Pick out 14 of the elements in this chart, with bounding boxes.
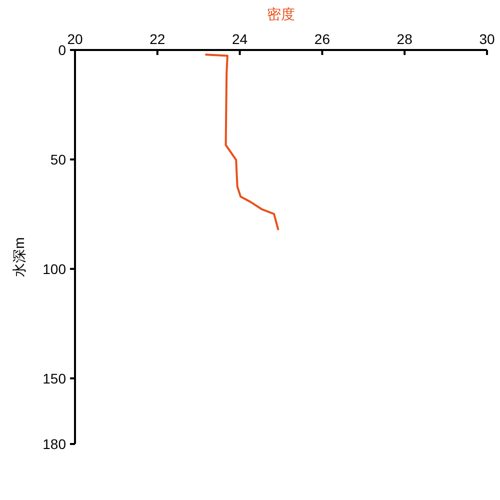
x-tick-label: 20: [67, 31, 83, 47]
y-tick-label: 50: [50, 151, 66, 168]
y-tick-label: 150: [42, 370, 66, 386]
x-tick-label: 22: [150, 31, 166, 47]
x-tick-label: 30: [479, 31, 495, 47]
line-series: [205, 54, 280, 230]
y-tick-label: 180: [42, 436, 66, 452]
x-tick-label: 28: [396, 31, 413, 47]
x-axis-title: 密度: [267, 6, 295, 22]
y-tick-label: 100: [42, 260, 66, 277]
x-tick-label: 26: [314, 31, 330, 47]
y-axis-title: 水深m: [11, 237, 27, 277]
x-tick-label: 24: [232, 31, 248, 47]
y-tick-label: 0: [58, 42, 66, 58]
